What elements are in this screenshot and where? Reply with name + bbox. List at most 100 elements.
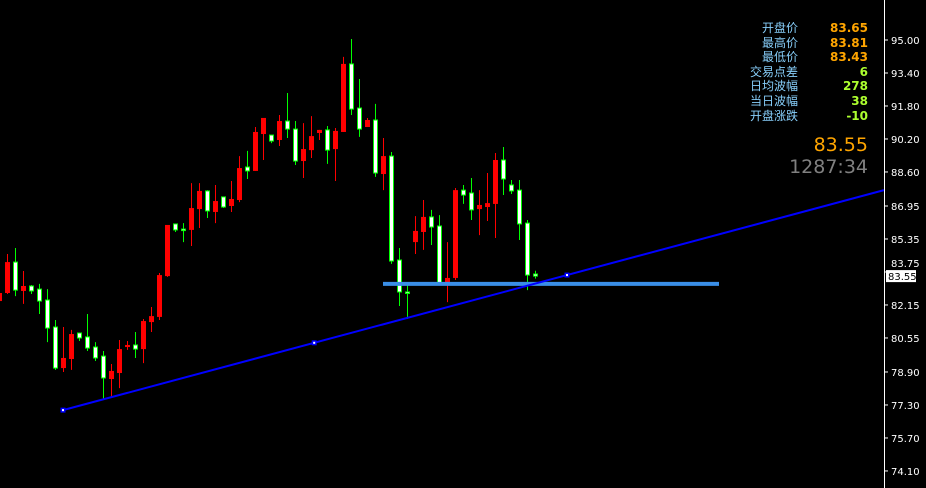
y-tick-label: 86.95 [891, 202, 920, 213]
info-label: 开盘涨跌 [749, 108, 798, 123]
y-tick-label: 82.15 [891, 301, 920, 312]
candle [37, 283, 42, 315]
candle [477, 190, 482, 236]
candle [277, 115, 282, 146]
candle-body [365, 120, 370, 128]
candle [517, 180, 522, 241]
candle [101, 350, 106, 401]
candle-body [69, 334, 74, 359]
candle-body [501, 159, 506, 180]
candle [421, 200, 426, 250]
candle [333, 128, 338, 182]
candle-body [325, 129, 330, 151]
candle [245, 150, 250, 179]
candle-body [533, 273, 538, 277]
candle-body [453, 190, 458, 278]
candle [445, 242, 450, 303]
candle [381, 137, 386, 191]
candle [133, 331, 138, 358]
candle-body [517, 189, 522, 225]
candle-body [341, 63, 346, 132]
y-tick-label: 93.40 [891, 69, 920, 80]
candle-body [197, 190, 202, 210]
candle [453, 188, 458, 281]
info-row: 开盘涨跌 -10 [718, 109, 868, 124]
candle [109, 363, 114, 398]
candle-body [445, 277, 450, 284]
info-panel: 开盘价 83.65 最高价 83.81 最低价 83.43 交易点差 6 日均波幅 278 当日波幅… [718, 21, 868, 123]
candle [493, 152, 498, 238]
candle-body [389, 155, 394, 262]
price-axis[interactable]: 95.00 93.40 91.80 90.20 88.60 86.95 85.35 83.75… [884, 36, 920, 478]
candles-layer [0, 38, 538, 401]
info-label: 日均波幅 [749, 79, 798, 94]
candle [429, 209, 434, 245]
candle [125, 341, 130, 350]
candle [485, 172, 490, 222]
candle-body [429, 216, 434, 228]
candle [165, 224, 170, 277]
candle-body [333, 130, 338, 150]
candle-body [477, 204, 482, 210]
y-tick-label: 95.00 [891, 36, 920, 47]
candle-body [77, 332, 82, 339]
info-row: 日均波幅 278 [718, 79, 868, 94]
candle-body [181, 228, 186, 232]
candle [261, 117, 266, 161]
candle [253, 127, 258, 171]
y-tick-label: 91.80 [891, 102, 920, 113]
candle [5, 254, 10, 295]
current-price-axis-label: 83.55 [888, 272, 917, 283]
candle-body [133, 344, 138, 350]
candle [325, 125, 330, 164]
candle-body [165, 224, 170, 277]
info-row: 当日波幅 38 [718, 94, 868, 109]
info-row: 最低价 83.43 [718, 50, 868, 65]
candle-body [309, 136, 314, 151]
candle [469, 177, 474, 221]
trendline-handle-dot [313, 341, 316, 344]
y-tick-label: 75.70 [891, 434, 920, 445]
candle-body [141, 321, 146, 350]
candle-body [173, 223, 178, 231]
info-row: 交易点差 6 [718, 65, 868, 80]
info-label: 当日波幅 [749, 93, 798, 108]
candle [357, 78, 362, 137]
candle [317, 129, 322, 141]
info-label: 最低价 [761, 50, 798, 65]
candle-body [53, 326, 58, 369]
candle [461, 184, 466, 204]
candle-body [301, 149, 306, 162]
info-value: 38 [851, 93, 868, 108]
candle-body [397, 259, 402, 293]
y-tick-label: 78.90 [891, 368, 920, 379]
candle [269, 134, 274, 144]
candle-body [253, 131, 258, 171]
candle-body [357, 107, 362, 130]
candle [229, 181, 234, 212]
candle-body [469, 192, 474, 211]
candle-body [405, 291, 410, 294]
candle-body [101, 355, 106, 379]
candle-body [509, 184, 514, 192]
current-price-marker [886, 270, 916, 283]
candle [341, 56, 346, 132]
candle [213, 184, 218, 224]
candle [349, 38, 354, 116]
candle-body [349, 63, 354, 110]
candle [205, 190, 210, 218]
trendline[interactable] [62, 189, 885, 412]
info-value: 83.81 [830, 35, 868, 50]
candle-body [413, 230, 418, 243]
candle [405, 284, 410, 319]
candle [365, 117, 370, 128]
candle [69, 329, 74, 370]
candle-body [45, 299, 50, 329]
candle-body [373, 119, 378, 174]
candle [77, 332, 82, 342]
candle [13, 248, 18, 297]
candle [53, 320, 58, 370]
candle-body [5, 262, 10, 294]
candle-body [0, 293, 2, 302]
